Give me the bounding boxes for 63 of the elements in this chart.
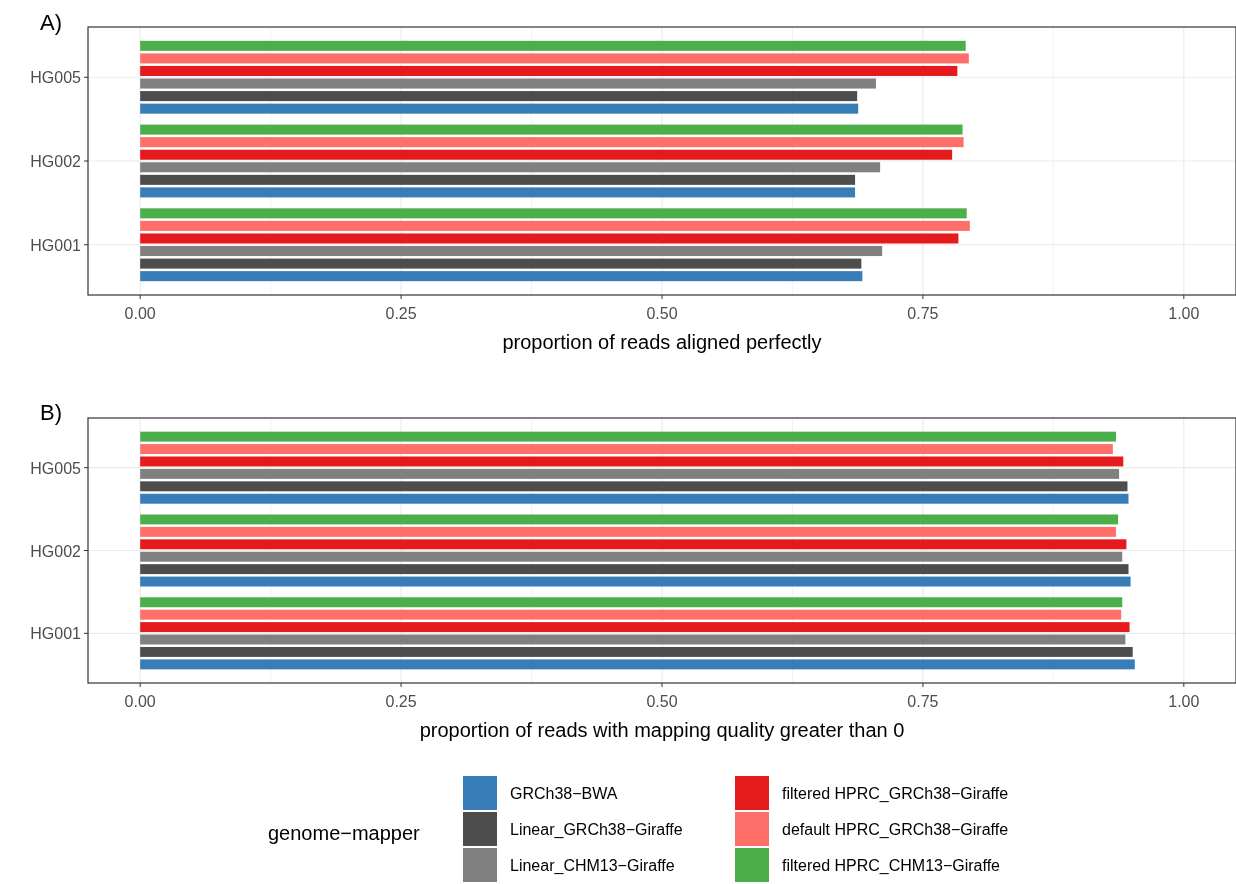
legend-label: default HPRC_GRCh38−Giraffe	[782, 821, 1009, 839]
bar	[140, 493, 1129, 504]
bar	[140, 246, 883, 257]
bar	[140, 65, 958, 76]
bar	[140, 208, 967, 219]
bar	[140, 220, 970, 231]
bar	[140, 149, 953, 160]
bar	[140, 597, 1123, 608]
x-tick-label: 0.75	[907, 693, 939, 710]
bar	[140, 271, 863, 282]
bar	[140, 103, 859, 114]
bar	[140, 174, 856, 185]
y-tick-label: HG005	[30, 69, 82, 87]
legend-label: GRCh38−BWA	[510, 785, 618, 802]
y-tick-label: HG002	[30, 542, 82, 560]
bar	[140, 258, 862, 269]
bar	[140, 576, 1131, 587]
bar	[140, 53, 969, 64]
chart-title: B)	[40, 400, 62, 425]
bar	[140, 431, 1116, 442]
x-tick-label: 0.25	[385, 305, 417, 322]
y-tick-label: HG001	[30, 625, 82, 643]
bar	[140, 539, 1127, 550]
legend-label: filtered HPRC_GRCh38−Giraffe	[782, 785, 1009, 803]
bar	[140, 481, 1128, 492]
legend-label: Linear_CHM13−Giraffe	[510, 857, 675, 875]
bar	[140, 124, 963, 135]
bar	[140, 444, 1113, 455]
y-tick-label: HG005	[30, 459, 82, 477]
bar	[140, 78, 876, 89]
x-tick-label: 1.00	[1168, 693, 1200, 710]
x-tick-label: 0.00	[124, 305, 156, 322]
bar	[140, 162, 881, 173]
bar	[140, 137, 964, 148]
bar	[140, 646, 1133, 657]
legend-title: genome−mapper	[268, 822, 421, 844]
bar	[140, 551, 1123, 562]
bar	[140, 91, 858, 102]
x-axis-title: proportion of reads aligned perfectly	[502, 331, 822, 353]
y-tick-label: HG001	[30, 236, 82, 254]
bar	[140, 40, 966, 51]
bar	[140, 564, 1129, 575]
bar	[140, 659, 1135, 670]
bar	[140, 187, 856, 198]
x-tick-label: 0.75	[907, 305, 939, 322]
x-tick-label: 0.50	[646, 305, 678, 322]
bar	[140, 456, 1124, 467]
bar	[140, 622, 1130, 633]
x-tick-label: 0.00	[124, 693, 156, 710]
legend-label: Linear_GRCh38−Giraffe	[510, 821, 683, 839]
bar	[140, 609, 1122, 620]
x-tick-label: 1.00	[1168, 305, 1200, 322]
bar	[140, 468, 1120, 479]
x-tick-label: 0.25	[385, 693, 417, 710]
chart-title: A)	[40, 10, 62, 35]
x-axis-title: proportion of reads with mapping quality greater than 0	[419, 719, 905, 741]
bar	[140, 514, 1119, 525]
x-tick-label: 0.50	[646, 693, 678, 710]
y-tick-label: HG002	[30, 153, 82, 170]
legend-label: filtered HPRC_CHM13−Giraffe	[782, 857, 1001, 875]
bar	[140, 233, 959, 244]
bar	[140, 526, 1116, 537]
bar	[140, 634, 1126, 645]
